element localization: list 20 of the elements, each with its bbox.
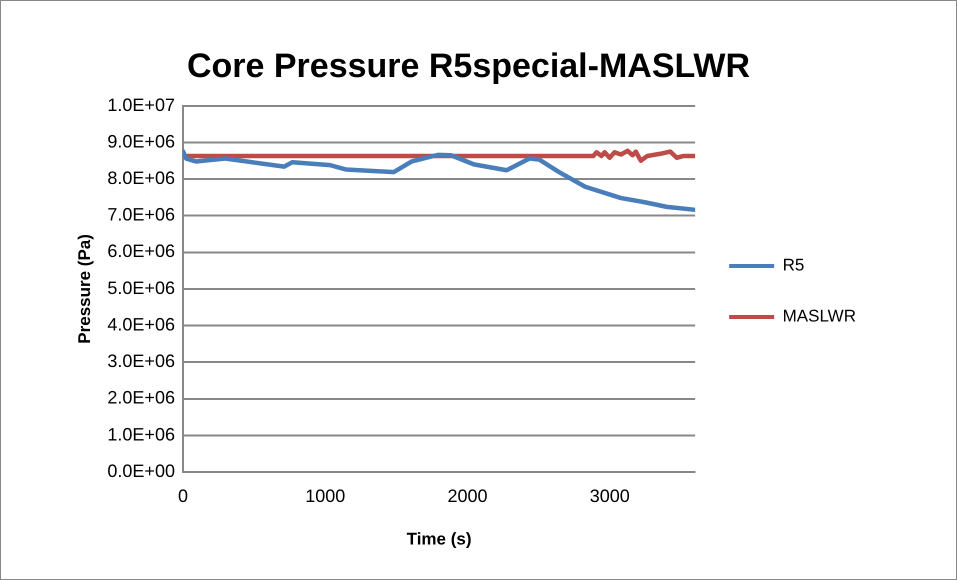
legend-label: R5 — [782, 256, 804, 275]
x-tick-label: 1000 — [305, 486, 346, 506]
y-tick-label: 7.0E+06 — [107, 204, 175, 225]
legend-label: MASLWR — [782, 306, 856, 326]
chart-title: Core Pressure R5special-MASLWR — [186, 46, 750, 85]
y-tick-label: 3.0E+06 — [107, 351, 175, 372]
x-tick-label: 0 — [178, 486, 188, 506]
y-tick-label: 4.0E+06 — [107, 314, 175, 334]
x-tick-label: 2000 — [447, 486, 488, 506]
y-tick-label: 1.0E+06 — [107, 424, 175, 444]
y-axis-title: Pressure (Pa) — [74, 234, 94, 344]
y-tick-label: 5.0E+06 — [107, 278, 175, 298]
y-tick-label: 6.0E+06 — [107, 241, 175, 262]
y-tick-label: 2.0E+06 — [107, 388, 175, 408]
y-tick-label: 0.0E+00 — [107, 460, 175, 481]
y-tick-label: 9.0E+06 — [107, 131, 175, 152]
x-tick-label: 3000 — [590, 486, 630, 506]
y-tick-label: 1.0E+07 — [107, 94, 175, 115]
x-axis-title: Time (s) — [406, 529, 472, 548]
y-tick-label: 8.0E+06 — [107, 168, 175, 188]
